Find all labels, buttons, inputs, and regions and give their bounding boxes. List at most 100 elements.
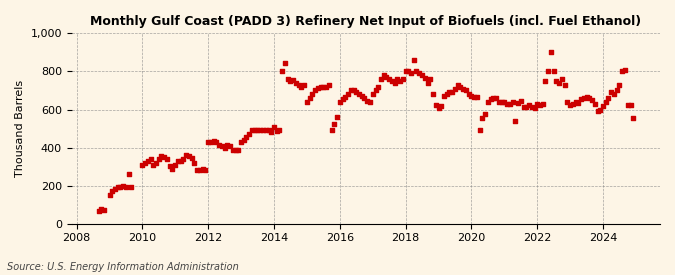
Point <box>181 153 192 157</box>
Point <box>222 142 233 147</box>
Point <box>469 95 480 99</box>
Point <box>173 159 184 163</box>
Point <box>124 172 134 177</box>
Point <box>354 92 364 97</box>
Point <box>274 128 285 133</box>
Point <box>447 90 458 95</box>
Point <box>189 161 200 165</box>
Point <box>197 166 208 171</box>
Point <box>570 100 581 104</box>
Point <box>334 100 345 104</box>
Point <box>178 157 189 161</box>
Point <box>436 103 447 108</box>
Point <box>107 189 117 194</box>
Point <box>493 100 504 104</box>
Point <box>120 185 131 189</box>
Point <box>521 104 532 109</box>
Point <box>99 208 109 213</box>
Point <box>504 101 515 106</box>
Point <box>115 185 126 189</box>
Point <box>261 128 271 133</box>
Point <box>562 100 573 104</box>
Point <box>313 86 323 90</box>
Point <box>537 101 548 106</box>
Point <box>595 107 605 112</box>
Point <box>156 154 167 158</box>
Point <box>408 58 419 62</box>
Point <box>318 84 329 89</box>
Point <box>576 97 587 101</box>
Point <box>200 168 211 173</box>
Point <box>225 144 236 148</box>
Point <box>568 101 578 106</box>
Point <box>367 92 378 97</box>
Point <box>551 79 562 83</box>
Point <box>425 77 435 81</box>
Point <box>338 97 348 101</box>
Point <box>414 71 425 76</box>
Point <box>622 103 633 107</box>
Point <box>477 116 488 120</box>
Point <box>217 144 227 148</box>
Point <box>252 127 263 132</box>
Point <box>362 99 373 103</box>
Point <box>460 88 471 93</box>
Point <box>565 103 576 107</box>
Point <box>507 100 518 104</box>
Title: Monthly Gulf Coast (PADD 3) Refinery Net Input of Biofuels (incl. Fuel Ethanol): Monthly Gulf Coast (PADD 3) Refinery Net… <box>90 15 641 28</box>
Point <box>406 71 416 76</box>
Point <box>310 88 321 93</box>
Point <box>375 77 386 81</box>
Point <box>370 88 381 93</box>
Point <box>266 130 277 134</box>
Point <box>340 95 350 99</box>
Point <box>142 159 153 163</box>
Point <box>161 157 172 161</box>
Point <box>258 128 269 133</box>
Point <box>219 145 230 150</box>
Point <box>211 140 222 144</box>
Point <box>233 147 244 152</box>
Point <box>302 100 313 104</box>
Point <box>578 96 589 100</box>
Point <box>304 96 315 100</box>
Point <box>502 101 512 106</box>
Point <box>323 82 334 87</box>
Point <box>452 82 463 87</box>
Point <box>392 77 403 81</box>
Point <box>271 129 282 134</box>
Point <box>587 98 597 102</box>
Point <box>214 142 225 147</box>
Point <box>524 103 535 107</box>
Point <box>620 67 630 72</box>
Point <box>112 185 123 189</box>
Point <box>431 103 441 107</box>
Point <box>383 77 394 81</box>
Point <box>403 69 414 74</box>
Point <box>400 69 411 74</box>
Point <box>378 73 389 78</box>
Point <box>145 157 156 161</box>
Point <box>93 209 104 214</box>
Point <box>279 61 290 65</box>
Point <box>299 82 310 87</box>
Point <box>104 193 115 197</box>
Point <box>153 157 164 161</box>
Point <box>208 139 219 143</box>
Point <box>263 128 274 133</box>
Point <box>206 140 217 144</box>
Point <box>389 81 400 85</box>
Point <box>96 206 107 211</box>
Point <box>455 84 466 89</box>
Point <box>343 92 354 97</box>
Point <box>194 168 205 173</box>
Point <box>617 69 628 74</box>
Point <box>246 128 257 133</box>
Point <box>170 163 181 167</box>
Point <box>416 73 427 78</box>
Point <box>117 183 128 188</box>
Point <box>584 96 595 100</box>
Point <box>315 84 326 89</box>
Point <box>433 105 444 110</box>
Text: Source: U.S. Energy Information Administration: Source: U.S. Energy Information Administ… <box>7 262 238 272</box>
